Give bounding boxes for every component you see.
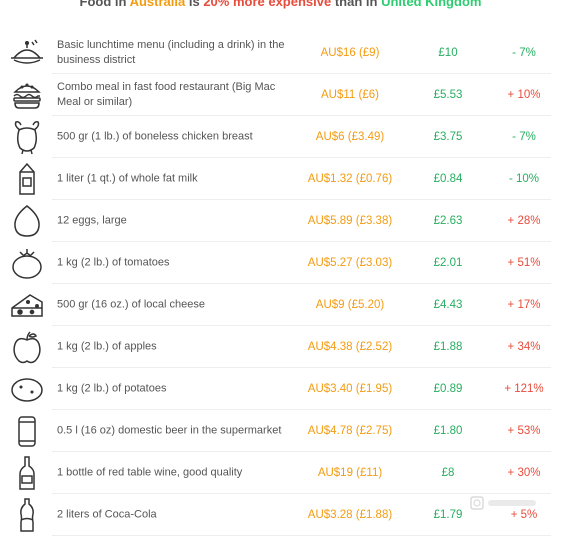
price-difference: + 28% [507, 215, 541, 227]
price-difference: - 10% [508, 173, 540, 185]
price-row: Basic lunchtime menu (including a drink)… [0, 32, 561, 74]
chicken-icon [8, 118, 46, 156]
headline-prefix: Food in [79, 0, 130, 9]
price-row: 0.5 l (16 oz) domestic beer in the super… [0, 410, 561, 452]
item-label: 1 bottle of red table wine, good quality [57, 466, 243, 479]
item-label: 1 liter (1 qt.) of whole fat milk [57, 172, 198, 185]
comparison-headline: Food in Australia is 20% more expensive … [0, 0, 561, 9]
row-divider [52, 73, 551, 74]
headline-country-a[interactable]: Australia [129, 0, 186, 9]
beer-can-icon [8, 412, 46, 450]
item-label: 0.5 l (16 oz) domestic beer in the super… [57, 424, 282, 437]
row-divider [52, 493, 551, 494]
uk-price: £10 [438, 47, 458, 59]
item-label: 500 gr (1 lb.) of boneless chicken breas… [57, 130, 253, 143]
price-difference: + 121% [504, 383, 544, 395]
uk-price: £2.63 [433, 215, 463, 227]
price-row: 500 gr (16 oz.) of local cheese AU$9 (£5.… [0, 284, 561, 326]
row-divider [52, 241, 551, 242]
row-divider [52, 157, 551, 158]
row-divider [52, 199, 551, 200]
cheese-icon [8, 286, 46, 324]
price-row: 1 kg (2 lb.) of potatoes AU$3.40 (£1.95) £… [0, 368, 561, 410]
item-label: 2 liters of Coca-Cola [57, 508, 157, 521]
uk-price: £1.80 [433, 425, 463, 437]
tomato-icon [8, 244, 46, 282]
uk-price: £1.79 [433, 509, 463, 521]
apple-icon [8, 328, 46, 366]
uk-price: £0.89 [433, 383, 463, 395]
au-price: AU$3.28 (£1.88) [307, 509, 393, 521]
au-price: AU$4.78 (£2.75) [307, 425, 393, 437]
item-label: 500 gr (16 oz.) of local cheese [57, 298, 205, 311]
row-divider [52, 409, 551, 410]
uk-price: £8 [441, 467, 455, 479]
item-label: 12 eggs, large [57, 214, 127, 227]
au-price: AU$3.40 (£1.95) [307, 383, 393, 395]
item-label: 1 kg (2 lb.) of tomatoes [57, 256, 170, 269]
price-difference: - 7% [512, 131, 536, 143]
price-difference: + 10% [507, 89, 541, 101]
uk-price: £5.53 [433, 89, 463, 101]
uk-price: £1.88 [433, 341, 463, 353]
price-row: 1 bottle of red table wine, good quality… [0, 452, 561, 494]
price-row: 1 kg (2 lb.) of tomatoes AU$5.27 (£3.03) £… [0, 242, 561, 284]
burger-icon [8, 76, 46, 114]
price-difference: + 30% [507, 467, 541, 479]
headline-percent: 20% more expensive [203, 0, 332, 9]
au-price: AU$9 (£5.20) [315, 299, 385, 311]
item-label: 1 kg (2 lb.) of potatoes [57, 382, 167, 395]
headline-middle: is [185, 0, 204, 9]
price-row: 12 eggs, large AU$5.89 (£3.38) £2.63 + 28% [0, 200, 561, 242]
price-difference: + 53% [507, 425, 541, 437]
uk-price: £3.75 [433, 131, 463, 143]
price-row: Combo meal in fast food restaurant (Big … [0, 74, 561, 116]
price-difference: - 7% [512, 47, 536, 59]
egg-icon [8, 202, 46, 240]
au-price: AU$11 (£6) [321, 89, 379, 101]
price-difference: + 17% [507, 299, 541, 311]
potato-icon [8, 370, 46, 408]
row-divider [52, 535, 551, 536]
price-row: 2 liters of Coca-Cola AU$3.28 (£1.88) £1.7… [0, 494, 561, 536]
au-price: AU$4.38 (£2.52) [307, 341, 393, 353]
item-label: 1 kg (2 lb.) of apples [57, 340, 157, 353]
price-difference: + 34% [507, 341, 541, 353]
uk-price: £4.43 [433, 299, 463, 311]
price-row: 1 kg (2 lb.) of apples AU$4.38 (£2.52) £1.… [0, 326, 561, 368]
uk-price: £0.84 [433, 173, 463, 185]
au-price: AU$16 (£9) [320, 47, 380, 59]
wine-bottle-icon [8, 454, 46, 492]
row-divider [52, 451, 551, 452]
price-difference: + 51% [507, 257, 541, 269]
item-label: Basic lunchtime menu (including a drink)… [57, 39, 285, 66]
price-difference: + 5% [510, 509, 538, 521]
uk-price: £2.01 [433, 257, 463, 269]
price-row: 1 liter (1 qt.) of whole fat milk AU$1.32… [0, 158, 561, 200]
au-price: AU$6 (£3.49) [315, 131, 385, 143]
price-row: 500 gr (1 lb.) of boneless chicken breas… [0, 116, 561, 158]
headline-than: than in [331, 0, 382, 9]
row-divider [52, 367, 551, 368]
au-price: AU$5.27 (£3.03) [307, 257, 393, 269]
soda-bottle-icon [8, 496, 46, 534]
item-label: Combo meal in fast food restaurant (Big … [57, 81, 276, 108]
milk-carton-icon [8, 160, 46, 198]
au-price: AU$19 (£11) [317, 467, 383, 479]
row-divider [52, 325, 551, 326]
row-divider [52, 115, 551, 116]
lunch-plate-icon [8, 34, 46, 72]
row-divider [52, 283, 551, 284]
watermark-logo [470, 495, 540, 514]
au-price: AU$5.89 (£3.38) [307, 215, 393, 227]
au-price: AU$1.32 (£0.76) [307, 173, 393, 185]
headline-country-b[interactable]: United Kingdom [381, 0, 482, 9]
